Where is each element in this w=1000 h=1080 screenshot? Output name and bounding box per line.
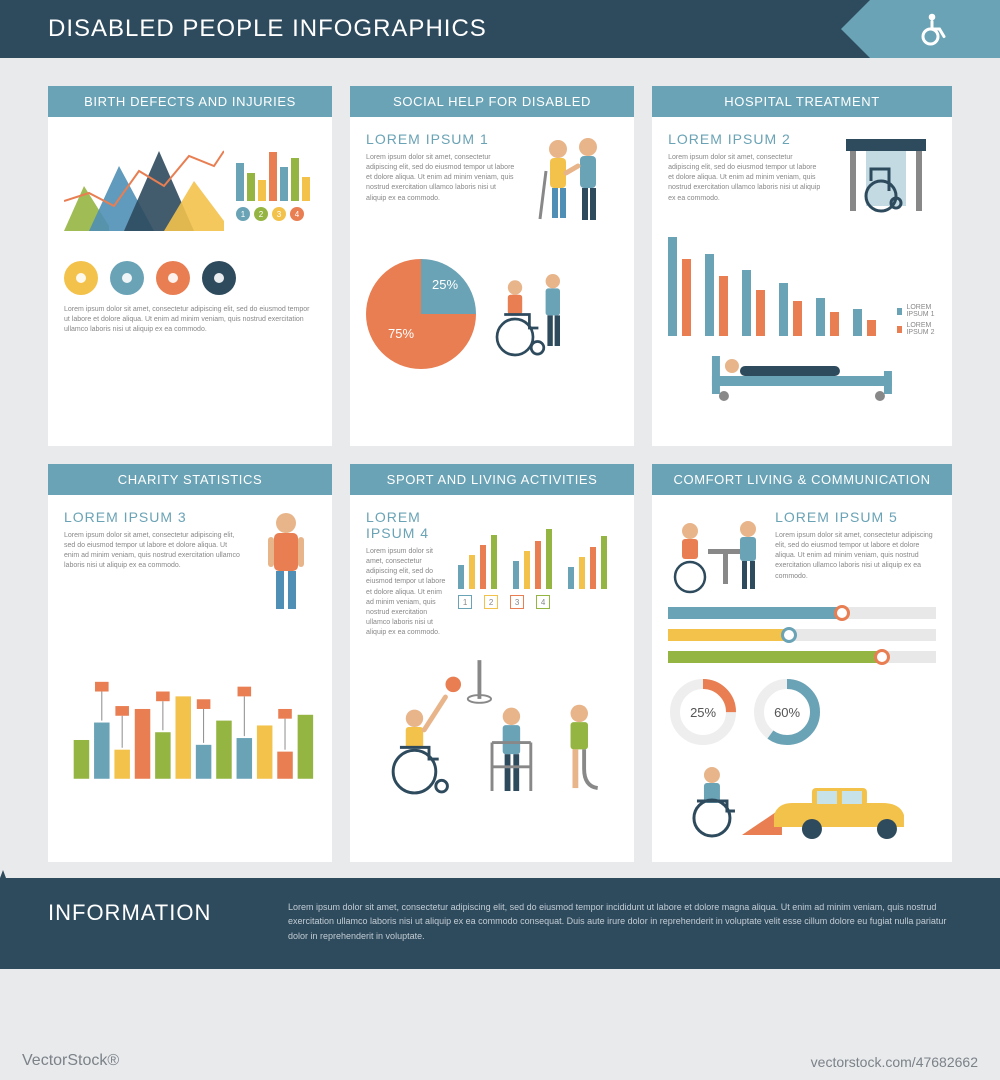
footer-title: INFORMATION xyxy=(48,900,248,943)
card-birth-defects: BIRTH DEFECTS AND INJURIES 1234 Lorem ip… xyxy=(48,86,332,446)
area-line-chart xyxy=(64,131,224,241)
numeric-legend: 1234 xyxy=(458,595,618,609)
card-title: SPORT AND LIVING ACTIVITIES xyxy=(350,464,634,495)
card-social-help: SOCIAL HELP FOR DISABLED LOREM IPSUM 1 L… xyxy=(350,86,634,446)
eye-icon xyxy=(202,261,236,295)
page-header: DISABLED PEOPLE INFOGRAPHICS xyxy=(0,0,1000,58)
sport-activities-illustration xyxy=(366,648,618,808)
standing-person-illustration xyxy=(256,509,316,619)
glasses-icon xyxy=(110,261,144,295)
body-text: Lorem ipsum dolor sit amet, consectetur … xyxy=(64,531,244,572)
card-hospital-treatment: HOSPITAL TREATMENT LOREM IPSUM 2 Lorem i… xyxy=(652,86,952,446)
card-grid: BIRTH DEFECTS AND INJURIES 1234 Lorem ip… xyxy=(0,58,1000,878)
page-title: DISABLED PEOPLE INFOGRAPHICS xyxy=(48,15,487,43)
card-title: HOSPITAL TREATMENT xyxy=(652,86,952,117)
brain-icon xyxy=(156,261,190,295)
section-heading: LOREM IPSUM 2 xyxy=(668,131,824,147)
card-comfort-living: COMFORT LIVING & COMMUNICATION LOREM IPS… xyxy=(652,464,952,862)
card-charity-statistics: CHARITY STATISTICS LOREM IPSUM 3 Lorem i… xyxy=(48,464,332,862)
donut-chart-pair: 25%60% xyxy=(668,677,936,747)
grouped-bar-chart xyxy=(458,509,618,589)
section-heading: LOREM IPSUM 4 xyxy=(366,509,446,541)
ear-icon xyxy=(64,261,98,295)
section-heading: LOREM IPSUM 5 xyxy=(775,509,936,525)
wheelchair-push-illustration xyxy=(488,265,578,364)
card-title: SOCIAL HELP FOR DISABLED xyxy=(350,86,634,117)
numeric-legend: 1234 xyxy=(236,207,316,221)
section-heading: LOREM IPSUM 3 xyxy=(64,509,244,525)
grouped-bar-chart xyxy=(668,226,885,336)
body-text: Lorem ipsum dolor sit amet, consectetur … xyxy=(775,531,936,582)
hospital-bed-illustration xyxy=(668,346,936,401)
hospital-entrance-illustration xyxy=(836,131,936,226)
category-icons xyxy=(64,261,316,295)
pie-chart: 25%75% xyxy=(366,259,476,369)
body-text: Lorem ipsum dolor sit amet, consectetur … xyxy=(366,153,516,204)
watermark-text: VectorStock® xyxy=(22,1052,119,1070)
card-title: BIRTH DEFECTS AND INJURIES xyxy=(48,86,332,117)
header-badge xyxy=(870,0,1000,58)
card-title: COMFORT LIVING & COMMUNICATION xyxy=(652,464,952,495)
wheelchair-icon xyxy=(917,11,953,47)
section-heading: LOREM IPSUM 1 xyxy=(366,131,516,147)
chart-legend: LOREM IPSUM 1LOREM IPSUM 2 xyxy=(897,304,936,336)
card-sport-living: SPORT AND LIVING ACTIVITIES LOREM IPSUM … xyxy=(350,464,634,862)
body-text: Lorem ipsum dolor sit amet, consectetur … xyxy=(668,153,824,204)
card-title: CHARITY STATISTICS xyxy=(48,464,332,495)
footer-body: Lorem ipsum dolor sit amet, consectetur … xyxy=(288,900,952,943)
slider-chart-group xyxy=(668,607,936,663)
mini-bar-chart xyxy=(236,131,316,201)
body-text: Lorem ipsum dolor sit amet, consectetur … xyxy=(366,547,446,638)
car-ramp-illustration xyxy=(668,753,936,843)
image-id-text: vectorstock.com/47682662 xyxy=(811,1054,978,1070)
table-meeting-illustration xyxy=(668,509,763,599)
helper-walking-illustration xyxy=(528,131,618,251)
bar-chart-with-markers xyxy=(64,633,316,783)
footer-panel: INFORMATION Lorem ipsum dolor sit amet, … xyxy=(0,878,1000,969)
body-text: Lorem ipsum dolor sit amet, consectetur … xyxy=(64,305,316,335)
